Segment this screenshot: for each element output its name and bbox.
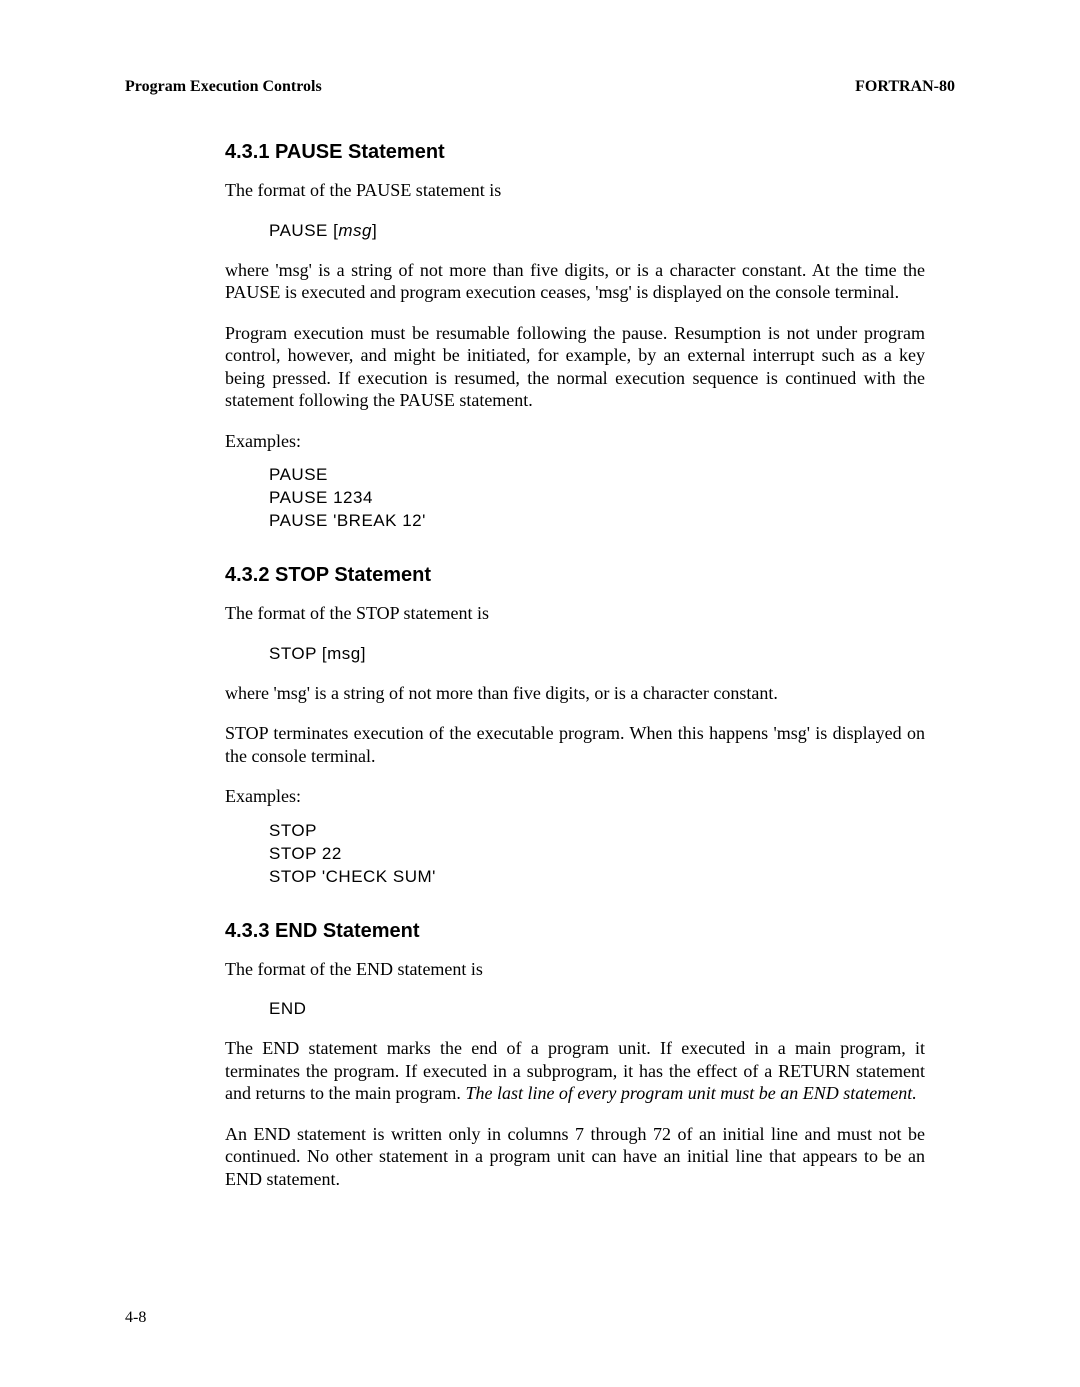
stop-p1: where 'msg' is a string of not more than… bbox=[225, 682, 925, 705]
stop-examples: STOP STOP 22 STOP 'CHECK SUM' bbox=[269, 820, 925, 889]
end-intro: The format of the END statement is bbox=[225, 958, 925, 981]
section-heading-end: 4.3.3 END Statement bbox=[225, 919, 925, 944]
header-right: FORTRAN-80 bbox=[855, 78, 955, 96]
pause-ex1: PAUSE bbox=[269, 464, 925, 487]
pause-examples: PAUSE PAUSE 1234 PAUSE 'BREAK 12' bbox=[269, 464, 925, 533]
pause-p1: where 'msg' is a string of not more than… bbox=[225, 259, 925, 304]
page: Program Execution Controls FORTRAN-80 4.… bbox=[0, 0, 1080, 1190]
pause-ex3: PAUSE 'BREAK 12' bbox=[269, 510, 925, 533]
stop-ex3: STOP 'CHECK SUM' bbox=[269, 866, 925, 889]
section-heading-pause: 4.3.1 PAUSE Statement bbox=[225, 140, 925, 165]
end-p2: An END statement is written only in colu… bbox=[225, 1123, 925, 1191]
pause-ex2: PAUSE 1234 bbox=[269, 487, 925, 510]
end-p1b: The last line of every program unit must… bbox=[465, 1083, 916, 1103]
stop-intro: The format of the STOP statement is bbox=[225, 602, 925, 625]
pause-syntax: PAUSE [msg] bbox=[269, 220, 925, 241]
stop-p2: STOP terminates execution of the executa… bbox=[225, 722, 925, 767]
pause-examples-label: Examples: bbox=[225, 430, 925, 453]
header-left: Program Execution Controls bbox=[125, 78, 322, 96]
stop-ex2: STOP 22 bbox=[269, 843, 925, 866]
pause-syntax-arg: msg bbox=[338, 221, 372, 240]
stop-ex1: STOP bbox=[269, 820, 925, 843]
page-number: 4-8 bbox=[125, 1309, 146, 1327]
section-heading-stop: 4.3.2 STOP Statement bbox=[225, 563, 925, 588]
pause-intro: The format of the PAUSE statement is bbox=[225, 179, 925, 202]
stop-examples-label: Examples: bbox=[225, 785, 925, 808]
page-header: Program Execution Controls FORTRAN-80 bbox=[125, 78, 955, 96]
stop-syntax: STOP [msg] bbox=[269, 643, 925, 664]
content-body: 4.3.1 PAUSE Statement The format of the … bbox=[225, 140, 925, 1190]
pause-syntax-close: ] bbox=[372, 221, 377, 240]
pause-p2: Program execution must be resumable foll… bbox=[225, 322, 925, 412]
end-p1: The END statement marks the end of a pro… bbox=[225, 1037, 925, 1105]
pause-syntax-kw: PAUSE [ bbox=[269, 221, 338, 240]
end-syntax: END bbox=[269, 998, 925, 1019]
